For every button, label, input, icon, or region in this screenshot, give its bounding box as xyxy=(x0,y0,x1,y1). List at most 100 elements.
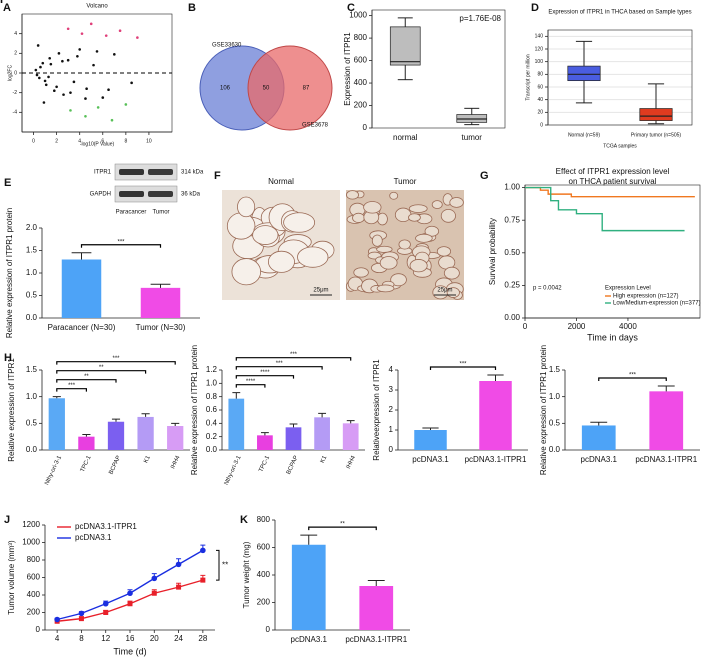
x-tick-label: 20 xyxy=(150,634,159,643)
y-tick-label: 1000 xyxy=(349,11,367,20)
point xyxy=(61,59,64,63)
tissue-structure xyxy=(398,239,411,250)
x-tick-label: Primary tumor (n=505) xyxy=(631,132,681,138)
y-tick-label: 1200 xyxy=(22,520,40,529)
bar xyxy=(649,391,684,450)
x-tick-label: pcDNA3.1 xyxy=(581,455,618,464)
bar xyxy=(291,544,326,630)
y-tick-label: 4 xyxy=(14,31,17,37)
y-tick-label: 400 xyxy=(354,78,368,87)
y-axis-label: Expression of ITPR1 xyxy=(343,32,352,106)
panel-label: C xyxy=(347,2,355,14)
error-bar xyxy=(346,420,355,424)
x-tick-label: 12 xyxy=(101,634,110,643)
panel-label: G xyxy=(480,170,489,182)
y-tick-label: 0 xyxy=(540,122,543,128)
annotation: p=1.76E-08 xyxy=(459,14,501,23)
point xyxy=(43,79,47,83)
x-tick-label: Tumor (N=30) xyxy=(136,323,186,332)
bar xyxy=(479,381,512,450)
tissue-structure xyxy=(252,225,279,245)
scale-label: 25μm xyxy=(313,288,328,294)
annotation: p = 0.0042 xyxy=(533,286,562,292)
significance-label: ** xyxy=(84,374,89,380)
x-tick-label: 0 xyxy=(523,322,528,331)
tissue-structure xyxy=(267,250,295,273)
tissue-structure xyxy=(394,207,412,223)
set-label: GSE3678 xyxy=(302,123,329,129)
lane-label: Paracancer xyxy=(116,210,147,216)
y-axis-label: Survival probability xyxy=(488,218,497,285)
marker xyxy=(175,561,182,568)
band-name: GAPDH xyxy=(90,192,111,198)
y-tick-label: 800 xyxy=(27,555,41,564)
error-bar xyxy=(150,283,171,288)
bar xyxy=(581,425,616,450)
x-tick-label: BCPAP xyxy=(286,455,300,476)
y-axis-label: Transcript per million xyxy=(525,54,531,100)
y-tick-label: 600 xyxy=(257,543,271,552)
tissue-structure xyxy=(237,196,256,218)
significance-bracket xyxy=(56,379,117,383)
count: 50 xyxy=(263,86,270,92)
y-tick-label: 0.5 xyxy=(26,291,38,300)
band xyxy=(119,191,144,197)
x-tick-label: pcDNA3.1 xyxy=(412,455,449,464)
tissue-structure xyxy=(353,267,369,278)
error-bar xyxy=(590,421,608,426)
x-tick-label: pcDNA3.1-ITPR1 xyxy=(635,455,697,464)
y-tick-label: 140 xyxy=(535,34,544,40)
y-tick-label: 20 xyxy=(537,110,543,116)
y-tick-label: 400 xyxy=(257,570,271,579)
significance-label: *** xyxy=(117,239,125,245)
point xyxy=(130,81,133,85)
chart-title: Effect of ITPR1 expression level xyxy=(556,167,670,176)
significance-bracket xyxy=(56,361,176,365)
bar xyxy=(228,398,245,450)
significance-label: **** xyxy=(260,370,270,376)
error-bar xyxy=(289,423,298,428)
y-axis-label: Relative expression of ITPR1 xyxy=(7,358,16,462)
point xyxy=(53,89,56,92)
tissue-structure xyxy=(431,200,443,209)
marker xyxy=(103,610,109,615)
tissue-structure xyxy=(415,233,433,243)
blot-strip xyxy=(114,163,178,181)
y-tick-label: 1.0 xyxy=(206,378,218,387)
legend-label: pcDNA3.1-ITPR1 xyxy=(75,522,137,531)
tissue-structure xyxy=(352,212,365,223)
significance-bracket xyxy=(56,370,147,374)
y-tick-label: 0.0 xyxy=(26,445,38,454)
significance-label: *** xyxy=(459,362,467,368)
tissue-structure xyxy=(226,212,256,240)
error-bar xyxy=(232,392,241,399)
error-bar xyxy=(260,432,269,436)
plot-frame xyxy=(524,184,701,319)
point xyxy=(78,48,81,51)
significance-label: *** xyxy=(629,373,637,379)
tissue-structure xyxy=(389,191,399,200)
significance-label: *** xyxy=(68,383,76,389)
marker xyxy=(127,601,133,607)
y-tick-label: 60 xyxy=(537,84,543,90)
error-bar xyxy=(52,396,61,399)
bar xyxy=(78,436,95,450)
point xyxy=(136,36,139,39)
point xyxy=(62,93,65,96)
significance-label: **** xyxy=(246,379,256,385)
point xyxy=(80,32,84,35)
significance-bracket xyxy=(216,549,220,581)
y-tick-label: 0 xyxy=(363,123,368,132)
x-tick-label: 2000 xyxy=(568,322,586,331)
y-axis-label: Relative expression of ITPR1 protein xyxy=(190,345,199,475)
chart-title: Volcano xyxy=(86,4,108,10)
tissue-structure xyxy=(408,213,421,222)
y-axis-label: Relativeexpression of ITPR1 xyxy=(372,359,381,461)
legend-label: pcDNA3.1 xyxy=(75,533,112,542)
x-axis-label: TCGA samples xyxy=(603,143,637,149)
panel-label: A xyxy=(3,2,11,14)
point xyxy=(39,65,42,69)
chart-title: Expression of ITPR1 in THCA based on Sam… xyxy=(548,10,691,16)
point xyxy=(124,103,128,106)
y-tick-label: 0.75 xyxy=(504,215,520,224)
